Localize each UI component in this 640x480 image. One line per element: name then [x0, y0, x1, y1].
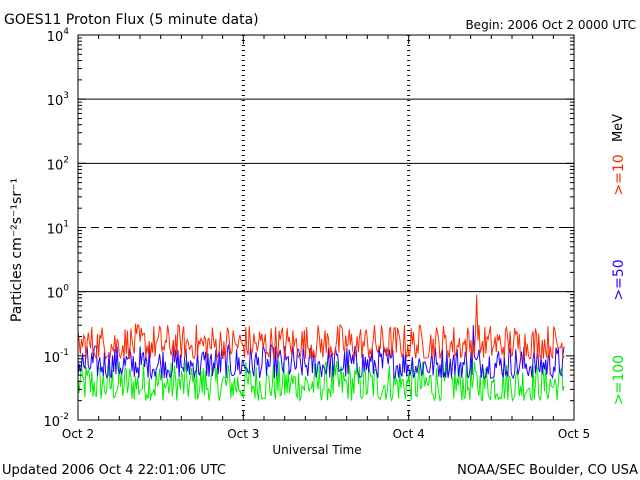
- data-series: [77, 294, 565, 403]
- legend-unit: MeV: [611, 114, 626, 142]
- legend-item: >=10: [611, 154, 627, 195]
- y-tick-label: 10-2: [43, 412, 69, 430]
- y-axis-ticks: 104 103 102 101 100 10-1 10-2: [43, 27, 574, 430]
- y-tick-label: 102: [47, 155, 69, 173]
- x-tick-label: Oct 3: [227, 427, 259, 441]
- x-axis-ticks: Oct 2 Oct 3 Oct 4 Oct 5: [62, 35, 590, 441]
- y-tick-label: 10-1: [43, 348, 69, 366]
- series-line: [77, 325, 565, 380]
- updated-label: Updated 2006 Oct 4 22:01:06 UTC: [2, 463, 226, 478]
- legend-item: >=50: [611, 259, 627, 300]
- y-tick-label: 100: [47, 284, 70, 302]
- legend-item: >=100: [611, 355, 627, 405]
- y-tick-label: 103: [47, 91, 69, 109]
- x-tick-label: Oct 4: [393, 427, 425, 441]
- source-label: NOAA/SEC Boulder, CO USA: [457, 463, 638, 478]
- legend: MeV >=10 >=50 >=100: [611, 114, 627, 405]
- y-tick-label: 101: [47, 220, 69, 238]
- y-tick-label: 104: [47, 27, 70, 45]
- x-tick-label: Oct 2: [62, 427, 94, 441]
- series-line: [77, 294, 565, 361]
- x-axis-label: Universal Time: [272, 443, 361, 457]
- x-tick-label: Oct 5: [558, 427, 590, 441]
- chart-title: GOES11 Proton Flux (5 minute data): [4, 12, 259, 28]
- series-line: [77, 360, 565, 403]
- begin-label: Begin: 2006 Oct 2 0000 UTC: [465, 18, 636, 32]
- y-axis-label: Particles cm⁻²s⁻¹sr⁻¹: [9, 178, 25, 322]
